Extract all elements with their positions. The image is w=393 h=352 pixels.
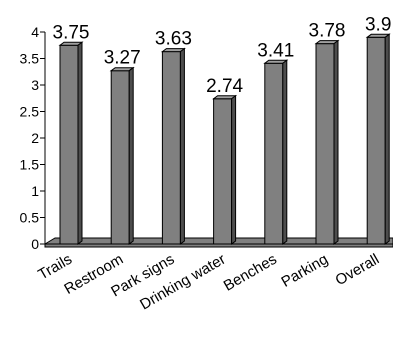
bar-side <box>231 94 237 245</box>
data-label: 3.9 <box>365 14 391 35</box>
bar-side <box>282 59 288 245</box>
bar-side <box>128 66 134 245</box>
y-tick-label: 4 <box>31 24 39 40</box>
bar-side <box>179 47 185 245</box>
data-label: 3.78 <box>309 21 346 42</box>
y-tick-label: 0.5 <box>20 210 40 226</box>
y-tick-label: 3.5 <box>20 51 40 67</box>
data-label: 2.74 <box>206 76 243 97</box>
data-label: 3.41 <box>257 40 294 61</box>
bar-side <box>333 39 339 245</box>
y-tick-label: 0 <box>31 236 39 252</box>
bar-side <box>384 33 390 245</box>
bar <box>161 51 181 245</box>
bar <box>264 62 284 245</box>
bar <box>315 43 335 245</box>
bar <box>110 70 130 245</box>
x-tick-label: Parking <box>278 251 331 291</box>
x-tick-label: Benches <box>221 251 280 295</box>
data-label: 3.27 <box>104 48 141 69</box>
y-tick-label: 1 <box>31 183 39 199</box>
y-tick-label: 1.5 <box>20 157 40 173</box>
y-tick-label: 2 <box>31 130 39 146</box>
bar <box>213 98 233 245</box>
bar <box>366 36 386 245</box>
y-tick-label: 2.5 <box>20 104 40 120</box>
bar <box>59 44 79 245</box>
data-label: 3.63 <box>155 29 192 50</box>
y-tick-label: 3 <box>31 77 39 93</box>
x-tick-label: Overall <box>333 251 383 289</box>
data-label: 3.75 <box>53 22 90 43</box>
bar-side <box>77 41 83 245</box>
